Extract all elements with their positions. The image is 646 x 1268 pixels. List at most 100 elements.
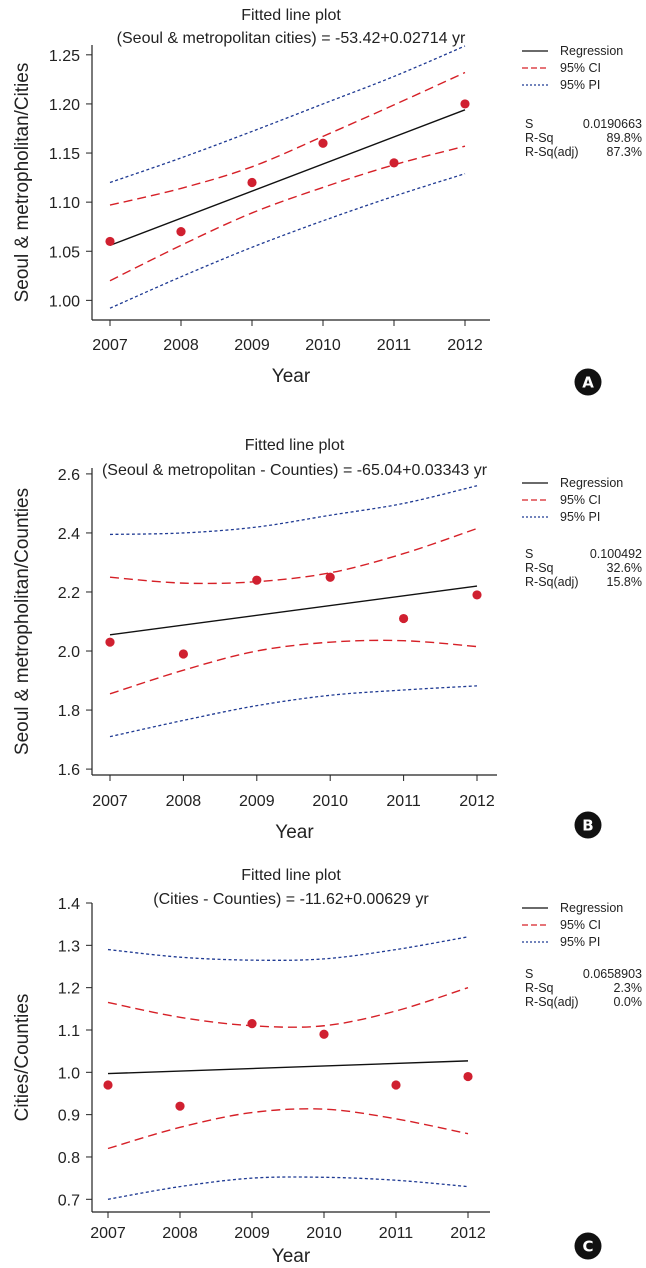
x-tick-label: 2011 [379,1225,414,1242]
x-tick-label: 2011 [386,793,421,810]
stat-value: 0.0658903 [583,967,642,981]
panel-badge-circle [574,368,602,396]
stat-label: S [525,967,533,981]
data-point [319,1029,329,1039]
data-point [247,177,257,188]
ci-upper-line [109,527,478,585]
y-tick-label: 1.10 [49,195,80,212]
data-point [391,1080,401,1090]
data-point [105,236,115,247]
y-tick-label: 0.7 [58,1192,80,1209]
x-tick-label: 2012 [447,337,483,354]
panel-badge-label: C [582,1238,593,1256]
stat-value: 0.0% [614,995,643,1009]
data-point [318,138,328,148]
y-tick-label: 1.00 [49,293,80,310]
y-tick-label: 1.25 [49,48,80,65]
regression-line [107,1060,469,1075]
data-point [176,227,186,237]
stat-label: R-Sq(adj) [525,575,579,589]
x-tick-label: 2007 [92,793,128,810]
x-tick-label: 2010 [306,1225,342,1242]
pi-lower-line [109,173,466,309]
x-axis-label: Year [275,822,314,843]
legend-label: Regression [560,476,623,490]
y-tick-label: 1.3 [58,938,80,955]
ci-upper-line [107,986,469,1028]
y-tick-label: 1.8 [58,703,80,720]
regression-line [109,109,466,247]
stat-label: R-Sq(adj) [525,145,579,159]
ci-lower-line [109,145,466,282]
pi-lower-line [107,1176,469,1200]
stat-label: S [525,547,533,561]
data-point [247,1019,257,1029]
legend-label: 95% PI [560,510,600,524]
x-tick-label: 2009 [234,1225,270,1242]
ci-upper-line [109,71,466,206]
data-point [252,575,262,585]
y-tick-label: 0.8 [58,1150,80,1167]
data-point [463,1071,473,1082]
stat-label: S [525,117,533,131]
panel-badge-label: B [582,817,593,835]
x-tick-label: 2007 [92,337,128,354]
chart-subtitle: (Seoul & metropolitan - Counties) = -65.… [102,462,488,479]
legend-label: 95% CI [560,918,601,932]
y-tick-label: 1.20 [49,97,80,114]
panel-badge-label: A [582,374,594,392]
stat-value: 2.3% [614,981,643,995]
stat-label: R-Sq [525,981,554,995]
data-point [472,590,482,600]
pi-upper-line [109,485,478,536]
y-axis-label: Cities/Counties [12,994,33,1122]
x-axis-label: Year [272,1246,311,1267]
y-tick-label: 2.4 [58,526,80,543]
data-point [389,158,399,168]
y-tick-label: 2.6 [58,467,80,484]
chart-subtitle: (Seoul & metropolitan cities) = -53.42+0… [117,30,466,47]
y-tick-label: 1.05 [49,244,80,261]
pi-lower-line [109,685,478,738]
legend-label: 95% PI [560,78,600,92]
stat-label: R-Sq [525,561,554,575]
pi-upper-line [109,45,466,184]
data-point [175,1101,185,1111]
y-tick-label: 1.4 [58,896,80,913]
legend-label: 95% PI [560,935,600,949]
regression-line [109,585,478,636]
chart-subtitle: (Cities - Counties) = -11.62+0.00629 yr [153,891,429,908]
ci-lower-line [109,639,478,695]
stat-value: 0.100492 [590,547,642,561]
x-tick-label: 2012 [450,1225,486,1242]
chart-title: Fitted line plot [241,867,341,884]
x-tick-label: 2008 [162,1225,198,1242]
panel-a: Fitted line plot (Seoul & metropolitan ci… [12,7,642,396]
pi-upper-line [107,936,469,961]
y-tick-label: 1.2 [58,981,80,998]
legend-label: 95% CI [560,61,601,75]
stat-label: R-Sq [525,131,554,145]
legend-label: Regression [560,901,623,915]
y-axis-label: Seoul & metropholitan/Cities [12,63,33,303]
y-tick-label: 1.6 [58,762,80,779]
data-point [399,613,409,624]
x-tick-label: 2009 [234,337,270,354]
ci-lower-line [107,1108,469,1150]
data-point [460,99,470,109]
x-tick-label: 2010 [305,337,341,354]
x-tick-label: 2010 [312,793,348,810]
x-axis-label: Year [272,366,311,387]
legend-label: Regression [560,44,623,58]
panel-badge-circle [574,1232,602,1260]
y-tick-label: 2.2 [58,585,80,602]
x-tick-label: 2008 [163,337,199,354]
stat-value: 89.8% [607,131,642,145]
stat-label: R-Sq(adj) [525,995,579,1009]
panels-group: Fitted line plot (Seoul & metropolitan ci… [12,7,642,1267]
stat-value: 87.3% [607,145,642,159]
stat-value: 0.0190663 [583,117,642,131]
x-tick-label: 2008 [166,793,202,810]
x-tick-label: 2009 [239,793,275,810]
